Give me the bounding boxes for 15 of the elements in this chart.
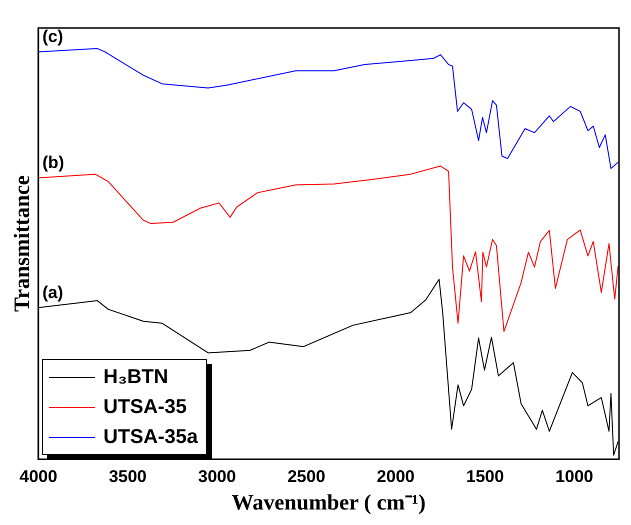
annotation: (a) <box>42 282 64 302</box>
legend-label: UTSA-35 <box>103 396 187 419</box>
x-tick-label: 2000 <box>376 467 415 486</box>
legend-label: H₃BTN <box>103 366 168 389</box>
x-tick-label: 3000 <box>198 467 236 486</box>
x-tick-label: 3500 <box>108 467 147 486</box>
x-tick-label: 4000 <box>19 467 58 486</box>
legend-label: UTSA-35a <box>103 426 198 449</box>
x-tick-label: 1500 <box>466 467 504 486</box>
x-axis-title: Wavenumber ( cm⁻¹) <box>232 489 426 514</box>
y-axis-title: Transmittance <box>8 175 34 312</box>
annotation: (b) <box>42 153 64 172</box>
x-tick-label: 1000 <box>555 467 594 486</box>
x-tick-label: 2500 <box>287 467 326 486</box>
text: (c) <box>42 27 64 46</box>
